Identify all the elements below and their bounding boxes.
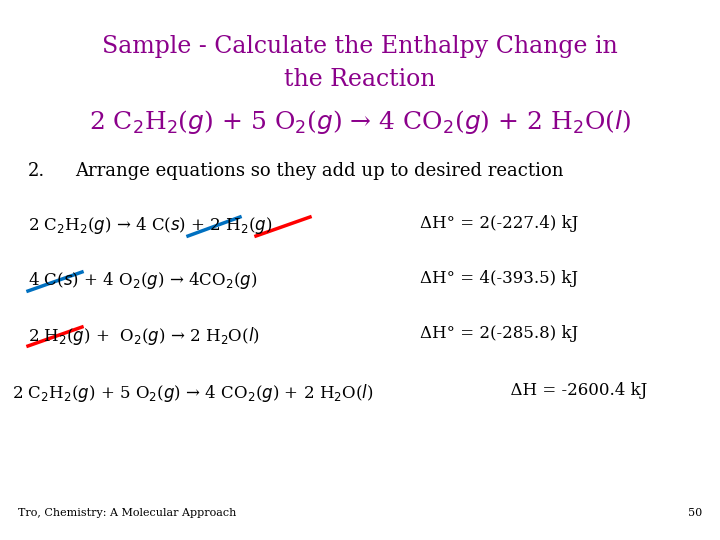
- Text: ΔH° = 4(-393.5) kJ: ΔH° = 4(-393.5) kJ: [420, 270, 578, 287]
- Text: Tro, Chemistry: A Molecular Approach: Tro, Chemistry: A Molecular Approach: [18, 508, 236, 518]
- Text: 2 C$_2$H$_2$($g$) + 5 O$_2$($g$) → 4 CO$_2$($g$) + 2 H$_2$O($\it{l}$): 2 C$_2$H$_2$($g$) + 5 O$_2$($g$) → 4 CO$…: [12, 382, 374, 404]
- Text: ΔH° = 2(-227.4) kJ: ΔH° = 2(-227.4) kJ: [420, 215, 578, 232]
- Text: ΔH° = 2(-285.8) kJ: ΔH° = 2(-285.8) kJ: [420, 325, 578, 342]
- Text: 4 C($s$) + 4 O$_2$($g$) → 4CO$_2$($g$): 4 C($s$) + 4 O$_2$($g$) → 4CO$_2$($g$): [28, 270, 258, 291]
- Text: Sample - Calculate the Enthalpy Change in: Sample - Calculate the Enthalpy Change i…: [102, 35, 618, 58]
- Text: 2 C$_2$H$_2$($g$) → 4 C($s$) + 2 H$_2$($g$): 2 C$_2$H$_2$($g$) → 4 C($s$) + 2 H$_2$($…: [28, 215, 273, 236]
- Text: Arrange equations so they add up to desired reaction: Arrange equations so they add up to desi…: [75, 162, 564, 180]
- Text: 50: 50: [688, 508, 702, 518]
- Text: ΔH = -2600.4 kJ: ΔH = -2600.4 kJ: [500, 382, 647, 399]
- Text: the Reaction: the Reaction: [284, 68, 436, 91]
- Text: 2 H$_2$($g$) +  O$_2$($g$) → 2 H$_2$O($\it{l}$): 2 H$_2$($g$) + O$_2$($g$) → 2 H$_2$O($\i…: [28, 325, 260, 347]
- Text: 2.: 2.: [28, 162, 45, 180]
- Text: 2 C$_2$H$_2$($g$) + 5 O$_2$($g$) → 4 CO$_2$($g$) + 2 H$_2$O($\it{l}$): 2 C$_2$H$_2$($g$) + 5 O$_2$($g$) → 4 CO$…: [89, 108, 631, 136]
